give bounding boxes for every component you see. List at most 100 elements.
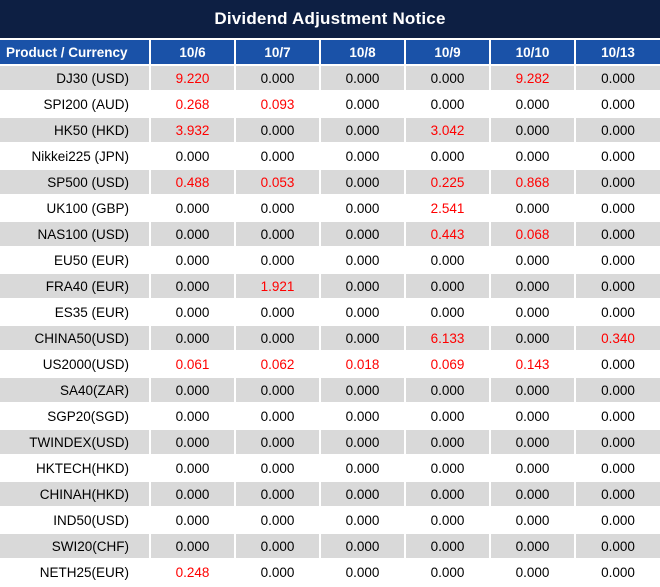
product-cell: SP500 (USD) [0, 169, 151, 196]
value-cell: 0.000 [320, 429, 406, 456]
value-cell: 0.000 [405, 247, 491, 274]
value-cell: 0.000 [320, 299, 406, 326]
value-cell: 0.143 [490, 351, 576, 378]
product-cell: US2000(USD) [0, 351, 151, 378]
value-cell: 0.000 [490, 455, 576, 482]
value-cell: 1.921 [235, 273, 321, 300]
table-row: DJ30 (USD) 9.220 0.000 0.000 0.000 9.282 0.000 [0, 65, 660, 92]
value-cell: 0.000 [575, 429, 660, 456]
value-cell: 0.000 [320, 117, 406, 144]
value-cell: 0.000 [235, 507, 321, 534]
value-cell: 0.000 [405, 559, 491, 586]
value-cell: 9.282 [490, 65, 576, 92]
value-cell: 0.000 [150, 533, 236, 560]
value-cell: 0.268 [150, 91, 236, 118]
value-cell: 0.093 [235, 91, 321, 118]
value-cell: 0.000 [575, 221, 660, 248]
product-cell: IND50(USD) [0, 507, 151, 534]
value-cell: 0.000 [405, 455, 491, 482]
table-row: NAS100 (USD) 0.000 0.000 0.000 0.443 0.068 0.0… [0, 221, 660, 248]
value-cell: 0.000 [575, 195, 660, 222]
value-cell: 0.000 [320, 221, 406, 248]
value-cell: 0.000 [320, 65, 406, 92]
product-cell: CHINA50(USD) [0, 325, 151, 352]
value-cell: 0.000 [575, 481, 660, 508]
value-cell: 0.340 [575, 325, 660, 352]
divider [0, 38, 660, 40]
table-row: CHINAH(HKD) 0.000 0.000 0.000 0.000 0.000 0.00… [0, 481, 660, 508]
value-cell: 0.000 [405, 299, 491, 326]
value-cell: 0.068 [490, 221, 576, 248]
value-cell: 0.000 [150, 403, 236, 430]
value-cell: 0.000 [490, 117, 576, 144]
value-cell: 0.000 [150, 325, 236, 352]
value-cell: 0.000 [575, 299, 660, 326]
value-cell: 0.000 [490, 429, 576, 456]
value-cell: 0.000 [405, 273, 491, 300]
value-cell: 0.000 [150, 507, 236, 534]
value-cell: 0.000 [490, 195, 576, 222]
table-row: SGP20(SGD) 0.000 0.000 0.000 0.000 0.000 0.000 [0, 403, 660, 430]
value-cell: 0.000 [235, 559, 321, 586]
value-cell: 0.000 [235, 195, 321, 222]
value-cell: 0.000 [235, 65, 321, 92]
value-cell: 0.000 [575, 117, 660, 144]
value-cell: 0.061 [150, 351, 236, 378]
table-header-row: Product / Currency 10/6 10/7 10/8 10/9 10/10… [0, 40, 660, 66]
value-cell: 0.000 [150, 481, 236, 508]
value-cell: 0.000 [235, 143, 321, 170]
value-cell: 0.000 [235, 481, 321, 508]
value-cell: 0.000 [150, 455, 236, 482]
value-cell: 0.000 [235, 429, 321, 456]
value-cell: 0.443 [405, 221, 491, 248]
value-cell: 0.000 [405, 143, 491, 170]
value-cell: 0.000 [150, 273, 236, 300]
value-cell: 0.868 [490, 169, 576, 196]
table-row: HKTECH(HKD) 0.000 0.000 0.000 0.000 0.000 0.00… [0, 455, 660, 482]
value-cell: 0.062 [235, 351, 321, 378]
table-row: IND50(USD) 0.000 0.000 0.000 0.000 0.000 0.000 [0, 507, 660, 534]
value-cell: 0.000 [150, 221, 236, 248]
value-cell: 0.000 [575, 65, 660, 92]
value-cell: 0.000 [320, 247, 406, 274]
value-cell: 0.000 [235, 299, 321, 326]
table-row: SP500 (USD) 0.488 0.053 0.000 0.225 0.868 0.00… [0, 169, 660, 196]
value-cell: 0.000 [320, 195, 406, 222]
value-cell: 0.000 [320, 481, 406, 508]
value-cell: 0.000 [575, 377, 660, 404]
value-cell: 0.000 [320, 377, 406, 404]
value-cell: 0.000 [235, 221, 321, 248]
value-cell: 0.000 [405, 91, 491, 118]
value-cell: 0.000 [235, 377, 321, 404]
product-cell: TWINDEX(USD) [0, 429, 151, 456]
product-cell: HKTECH(HKD) [0, 455, 151, 482]
product-cell: NETH25(EUR) [0, 559, 151, 586]
value-cell: 0.000 [405, 507, 491, 534]
value-cell: 0.000 [575, 273, 660, 300]
value-cell: 0.000 [150, 143, 236, 170]
value-cell: 0.000 [235, 403, 321, 430]
value-cell: 0.000 [320, 403, 406, 430]
table-row: SPI200 (AUD) 0.268 0.093 0.000 0.000 0.000 0.0… [0, 91, 660, 118]
table-row: HK50 (HKD) 3.932 0.000 0.000 3.042 0.000 0.000 [0, 117, 660, 144]
value-cell: 0.000 [490, 299, 576, 326]
value-cell: 0.000 [320, 455, 406, 482]
value-cell: 0.000 [150, 299, 236, 326]
value-cell: 0.000 [490, 91, 576, 118]
value-cell: 0.000 [320, 533, 406, 560]
value-cell: 9.220 [150, 65, 236, 92]
value-cell: 0.000 [575, 169, 660, 196]
table-row: TWINDEX(USD) 0.000 0.000 0.000 0.000 0.000 0.0… [0, 429, 660, 456]
date-header: 10/13 [575, 40, 660, 66]
value-cell: 0.000 [490, 481, 576, 508]
value-cell: 0.018 [320, 351, 406, 378]
value-cell: 0.000 [235, 533, 321, 560]
value-cell: 0.000 [575, 559, 660, 586]
value-cell: 0.000 [235, 117, 321, 144]
value-cell: 2.541 [405, 195, 491, 222]
value-cell: 0.000 [150, 377, 236, 404]
product-cell: ES35 (EUR) [0, 299, 151, 326]
table-row: UK100 (GBP) 0.000 0.000 0.000 2.541 0.000 0.00… [0, 195, 660, 222]
value-cell: 0.000 [575, 143, 660, 170]
